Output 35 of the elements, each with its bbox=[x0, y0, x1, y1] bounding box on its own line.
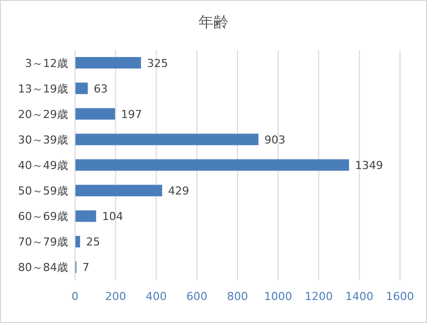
y-tick-label: 60～69歳 bbox=[18, 210, 68, 224]
y-tick-label: 13～19歳 bbox=[18, 82, 68, 96]
data-label: 1349 bbox=[355, 159, 384, 172]
x-tick-label: 400 bbox=[146, 290, 167, 303]
x-tick-label: 0 bbox=[72, 290, 78, 303]
bar bbox=[75, 82, 88, 94]
chart-title: 年齢 bbox=[198, 13, 228, 31]
bar bbox=[75, 108, 116, 120]
bar bbox=[75, 134, 258, 146]
data-label: 197 bbox=[121, 108, 142, 121]
bar bbox=[75, 159, 350, 171]
data-label: 7 bbox=[82, 261, 90, 274]
bar bbox=[75, 210, 96, 222]
y-tick-label: 3～12歳 bbox=[25, 56, 68, 70]
x-tick-label: 1000 bbox=[264, 290, 292, 303]
x-tick-label: 600 bbox=[186, 290, 208, 303]
y-tick-label: 20～29歳 bbox=[18, 108, 68, 121]
data-label: 429 bbox=[168, 184, 190, 198]
x-tick-label: 1400 bbox=[345, 290, 374, 303]
bar bbox=[75, 57, 142, 69]
data-label: 325 bbox=[147, 56, 168, 70]
data-label: 63 bbox=[94, 82, 108, 96]
y-tick-label: 40～49歳 bbox=[18, 159, 68, 172]
y-tick-label: 80～84歳 bbox=[18, 261, 68, 274]
x-tick-label: 200 bbox=[105, 290, 126, 303]
y-tick-label: 50～59歳 bbox=[18, 184, 68, 198]
y-tick-label: 70～79歳 bbox=[18, 236, 68, 249]
x-tick-label: 1600 bbox=[386, 290, 414, 303]
data-label: 25 bbox=[86, 236, 100, 249]
data-label: 104 bbox=[102, 210, 124, 224]
x-tick-label: 800 bbox=[227, 290, 248, 303]
data-label: 903 bbox=[264, 133, 286, 146]
y-tick-label: 30～39歳 bbox=[18, 133, 68, 146]
x-tick-label: 1200 bbox=[304, 290, 333, 303]
bar bbox=[75, 184, 162, 196]
